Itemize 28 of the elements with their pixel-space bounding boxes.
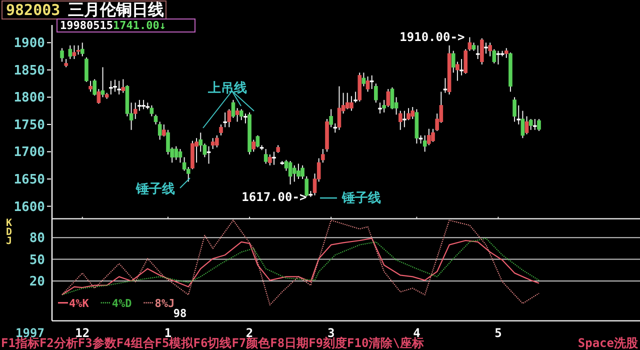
y-tick-label: 50 — [29, 252, 46, 268]
y-tick-label: 1900 — [14, 36, 46, 52]
text: Space洗股 — [578, 336, 639, 350]
y-tick-label: 1750 — [14, 118, 46, 133]
annotation: 1741.00↓ — [112, 19, 166, 32]
annotation: 1617.00-> — [242, 190, 307, 204]
legend-label: 4%D — [112, 296, 132, 310]
y-tick-label: 80 — [29, 231, 46, 246]
chart-subtitle: 19980515 — [60, 19, 113, 32]
line-series — [61, 238, 540, 296]
y-tick-label: 1600 — [14, 200, 46, 215]
annotation: 98 — [173, 307, 187, 320]
annotation: 1910.00-> — [400, 30, 465, 44]
annotation: 上吊线 — [207, 81, 247, 96]
legend-label: 4%K — [69, 296, 90, 310]
y-tick-label: 20 — [29, 274, 46, 290]
y-axis-title: KDJ — [6, 218, 12, 247]
annotation: 锤子线 — [341, 191, 381, 206]
y-tick-label: 1650 — [14, 172, 46, 188]
y-tick-label: 1700 — [14, 145, 46, 160]
text: 982003 — [6, 1, 60, 19]
x-tick-label: 5 — [494, 326, 502, 340]
legend-label: 8%J — [154, 296, 175, 310]
annotation: 锤子线 — [135, 182, 175, 197]
y-tick-label: 1850 — [14, 63, 46, 78]
line-series — [61, 220, 540, 306]
y-tick-label: 1800 — [14, 90, 46, 106]
chart-title: 三月伦铜日线 — [68, 0, 164, 19]
